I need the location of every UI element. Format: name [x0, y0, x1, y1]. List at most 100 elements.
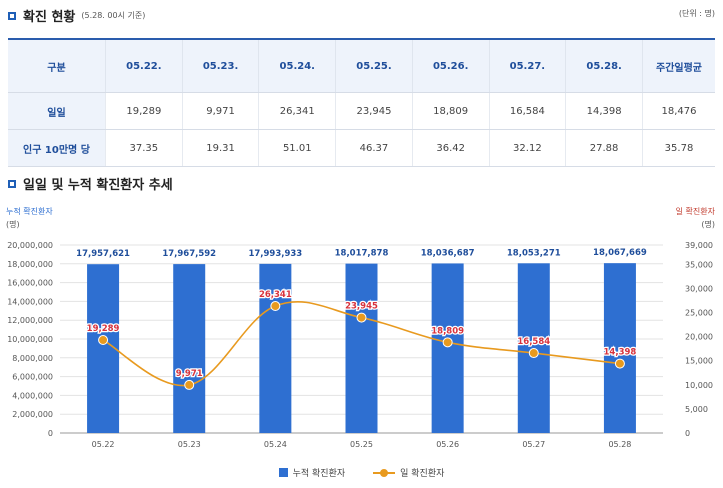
- table-cell: 26,341: [258, 92, 337, 130]
- bar-value-label: 17,957,621: [76, 249, 130, 259]
- right-axis-title: 일 확진환자: [676, 206, 716, 216]
- unit-label: (단위 : 명): [678, 9, 715, 18]
- left-tick-label: 10,000,000: [7, 335, 53, 344]
- left-tick-label: 16,000,000: [7, 279, 53, 288]
- bar: [345, 263, 378, 433]
- table-cell: 27.88: [565, 129, 643, 167]
- right-tick-label: 25,000: [685, 308, 713, 317]
- status-table: 구분 05.22. 05.23. 05.24. 05.25. 05.26. 05.27. 05…: [8, 38, 715, 167]
- section-header-status: 확진 현황 (5.28. 00시 기준): [8, 6, 145, 25]
- square-bullet-icon: [8, 179, 16, 188]
- line-value-label: 14,398: [604, 348, 637, 358]
- bar-value-label: 17,967,592: [162, 249, 216, 259]
- bar-value-label: 18,053,271: [507, 248, 561, 258]
- bar: [173, 264, 206, 433]
- right-axis-unit: (명): [701, 219, 715, 229]
- left-tick-label: 6,000,000: [12, 373, 53, 382]
- table-cell: 35.78: [642, 129, 715, 167]
- x-tick-label: 05.26: [436, 440, 459, 449]
- table-cell: 9,971: [182, 92, 260, 130]
- table-cell: 18,476: [642, 92, 715, 130]
- line-point: [356, 312, 367, 323]
- table-cell: 14,398: [565, 92, 643, 130]
- table-body: 일일 19,289 9,971 26,341 23,945 18,809 16,584 14,…: [8, 92, 715, 167]
- table-header-cell: 05.28.: [565, 38, 643, 93]
- square-bullet-icon: [8, 11, 16, 20]
- section-title: 확진 현황: [23, 10, 76, 25]
- bar-value-label: 17,993,933: [248, 249, 302, 259]
- line-point: [184, 379, 195, 390]
- line-value-label: 18,809: [431, 326, 464, 336]
- x-tick-label: 05.23: [178, 440, 201, 449]
- line-point: [442, 337, 453, 348]
- right-tick-label: 20,000: [685, 333, 713, 342]
- bar-value-label: 18,036,687: [421, 248, 475, 258]
- right-tick-label: 35,000: [685, 260, 713, 269]
- right-tick-label: 0: [685, 429, 690, 438]
- bar: [87, 264, 120, 433]
- section-header-trend: 일일 및 누적 확진환자 추세: [8, 174, 173, 193]
- line-point: [98, 335, 109, 346]
- x-tick-label: 05.25: [350, 440, 373, 449]
- right-tick-label: 30,000: [685, 284, 713, 293]
- legend-label: 누적 확진환자: [292, 469, 346, 479]
- left-tick-label: 0: [48, 429, 53, 438]
- right-tick-label: 5,000: [685, 405, 708, 414]
- chart-legend: 누적 확진환자 일 확진환자: [0, 466, 723, 479]
- table-header-cell: 05.24.: [258, 38, 337, 93]
- left-tick-label: 20,000,000: [7, 241, 53, 250]
- table-cell: 51.01: [258, 129, 337, 167]
- left-axis-title: 누적 확진환자: [6, 206, 53, 216]
- table-cell: 19.31: [182, 129, 260, 167]
- table-row: 일일 19,289 9,971 26,341 23,945 18,809 16,584 14,…: [8, 92, 715, 130]
- table-header-cell: 05.25.: [335, 38, 413, 93]
- section-subtitle: (5.28. 00시 기준): [81, 11, 146, 20]
- table-row-header: 인구 10만명 당: [8, 129, 106, 167]
- left-tick-label: 4,000,000: [12, 391, 53, 400]
- bar: [603, 263, 636, 433]
- line-value-label: 19,289: [87, 324, 120, 334]
- bar-value-label: 18,017,878: [335, 249, 389, 259]
- section-title: 일일 및 누적 확진환자 추세: [23, 178, 173, 193]
- right-tick-label: 39,000: [685, 241, 713, 250]
- legend-line-swatch: [373, 468, 396, 477]
- line-value-label: 23,945: [345, 302, 378, 312]
- table-cell: 23,945: [335, 92, 413, 130]
- x-tick-label: 05.24: [264, 440, 287, 449]
- table-cell: 46.37: [335, 129, 413, 167]
- table-row-header: 일일: [8, 92, 106, 130]
- x-tick-label: 05.28: [608, 440, 631, 449]
- bar: [259, 263, 292, 433]
- right-tick-label: 15,000: [685, 357, 713, 366]
- table-row: 인구 10만명 당 37.35 19.31 51.01 46.37 36.42 32.12 2…: [8, 129, 715, 167]
- table-cell: 37.35: [105, 129, 183, 167]
- table-header-cell: 주간일평균: [642, 38, 715, 93]
- line-point: [528, 348, 539, 359]
- left-tick-label: 8,000,000: [12, 354, 53, 363]
- left-tick-label: 2,000,000: [12, 410, 53, 419]
- table-header-cell: 05.26.: [412, 38, 490, 93]
- table-header-cell: 05.23.: [182, 38, 260, 93]
- table-cell: 36.42: [412, 129, 490, 167]
- table-cell: 32.12: [489, 129, 567, 167]
- x-tick-label: 05.27: [522, 440, 545, 449]
- table-cell: 19,289: [105, 92, 183, 130]
- line-value-label: 16,584: [517, 337, 550, 347]
- left-tick-label: 14,000,000: [7, 297, 53, 306]
- legend-item-daily: 일 확진환자: [373, 466, 444, 479]
- legend-item-cumulative: 누적 확진환자: [278, 466, 346, 479]
- line-point: [614, 358, 625, 369]
- table-header-row: 구분 05.22. 05.23. 05.24. 05.25. 05.26. 05.27. 05…: [8, 38, 715, 93]
- line-point: [270, 301, 281, 312]
- line-value-label: 9,971: [176, 369, 203, 379]
- left-tick-label: 18,000,000: [7, 260, 53, 269]
- right-tick-label: 10,000: [685, 381, 713, 390]
- table-cell: 16,584: [489, 92, 567, 130]
- table-header-cell: 05.27.: [489, 38, 567, 93]
- table-cell: 18,809: [412, 92, 490, 130]
- left-axis-unit: (명): [6, 219, 20, 229]
- table-header-cell: 구분: [8, 38, 106, 93]
- table-header-cell: 05.22.: [105, 38, 183, 93]
- legend-bar-swatch: [278, 468, 288, 477]
- x-tick-label: 05.22: [92, 440, 115, 449]
